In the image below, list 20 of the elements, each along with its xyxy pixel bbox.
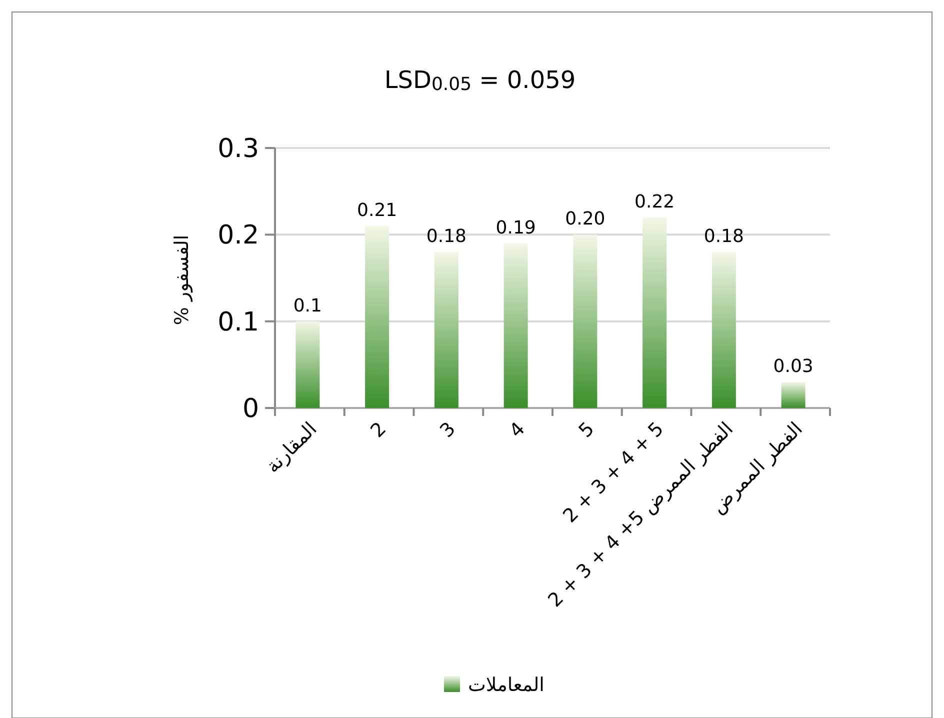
data-label: 0.18 bbox=[426, 226, 466, 247]
y-axis-title: % الفسفور bbox=[171, 234, 193, 326]
x-tick-label: 4 bbox=[505, 418, 530, 442]
y-tick-label: 0.1 bbox=[218, 307, 259, 338]
y-tick-label: 0 bbox=[242, 394, 259, 424]
legend-label: المعاملات bbox=[468, 674, 544, 696]
data-label: 0.1 bbox=[293, 295, 322, 316]
x-tick-label: المقارنة bbox=[262, 418, 322, 478]
data-label: 0.18 bbox=[704, 226, 744, 247]
x-tick-label: 2 bbox=[366, 418, 391, 442]
data-label: 0.22 bbox=[634, 191, 675, 212]
data-label: 0.21 bbox=[357, 200, 398, 221]
data-label: 0.03 bbox=[773, 356, 814, 377]
y-tick-label: 0.3 bbox=[218, 134, 259, 164]
y-tick-label: 0.2 bbox=[218, 220, 259, 251]
data-label: 0.20 bbox=[565, 208, 606, 230]
data-label: 0.19 bbox=[496, 217, 536, 238]
x-tick-label: 3 bbox=[436, 418, 460, 442]
chart-title: LSD$_{0.05}$ = 0.059 bbox=[384, 66, 576, 95]
x-tick-label: 5 bbox=[574, 418, 599, 442]
